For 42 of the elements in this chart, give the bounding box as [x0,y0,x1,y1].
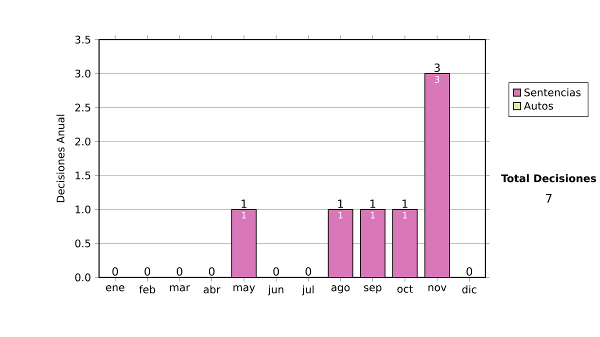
x-tick-label: abr [204,285,220,294]
y-axis-title: Decisiones Anual [56,114,64,202]
data-label: 1 [338,212,343,219]
y-tick-label: 1.0 [76,206,90,214]
data-label: 1 [403,212,407,219]
total-label: 1 [338,200,344,208]
x-tick-label: feb [139,285,156,294]
x-tick-label: may [234,285,256,294]
total-label: 1 [402,200,408,208]
y-tick-label: 0.5 [75,240,90,248]
x-tick-label: mar [170,285,190,292]
total-label: 1 [242,200,246,208]
total-label: 0 [273,267,279,276]
y-tick-label: 1.5 [76,172,90,180]
x-tick-label: jul [302,285,314,296]
text: Total Decisiones [501,174,596,182]
y-tick-label: 0.0 [75,274,90,282]
total-label: 0 [466,267,472,276]
legend-label: Sentencias [524,88,581,96]
total-label: 3 [434,64,440,72]
legend-label: Autos [524,102,554,110]
x-tick-label: dic [462,285,476,294]
text: 7 [546,194,552,203]
total-label: 0 [306,267,312,276]
total-label: 0 [144,267,150,276]
x-tick-label: oct [397,285,413,293]
data-label: 1 [370,212,375,219]
data-label: 1 [242,212,246,219]
total-label: 1 [370,200,376,208]
y-tick-label: 2.0 [75,138,90,146]
x-tick-label: sep [364,285,382,294]
total-label: 0 [176,267,182,276]
total-label: 0 [112,267,118,276]
y-tick-label: 3.0 [75,70,90,78]
total-label: 0 [208,267,215,276]
y-tick-label: 2.5 [75,104,90,112]
x-tick-label: ago [331,285,350,294]
y-tick-label: 3.5 [75,36,90,44]
x-tick-label: nov [428,285,446,292]
x-tick-label: ene [106,285,124,292]
x-tick-label: jun [268,285,284,296]
data-label: 3 [434,76,440,83]
